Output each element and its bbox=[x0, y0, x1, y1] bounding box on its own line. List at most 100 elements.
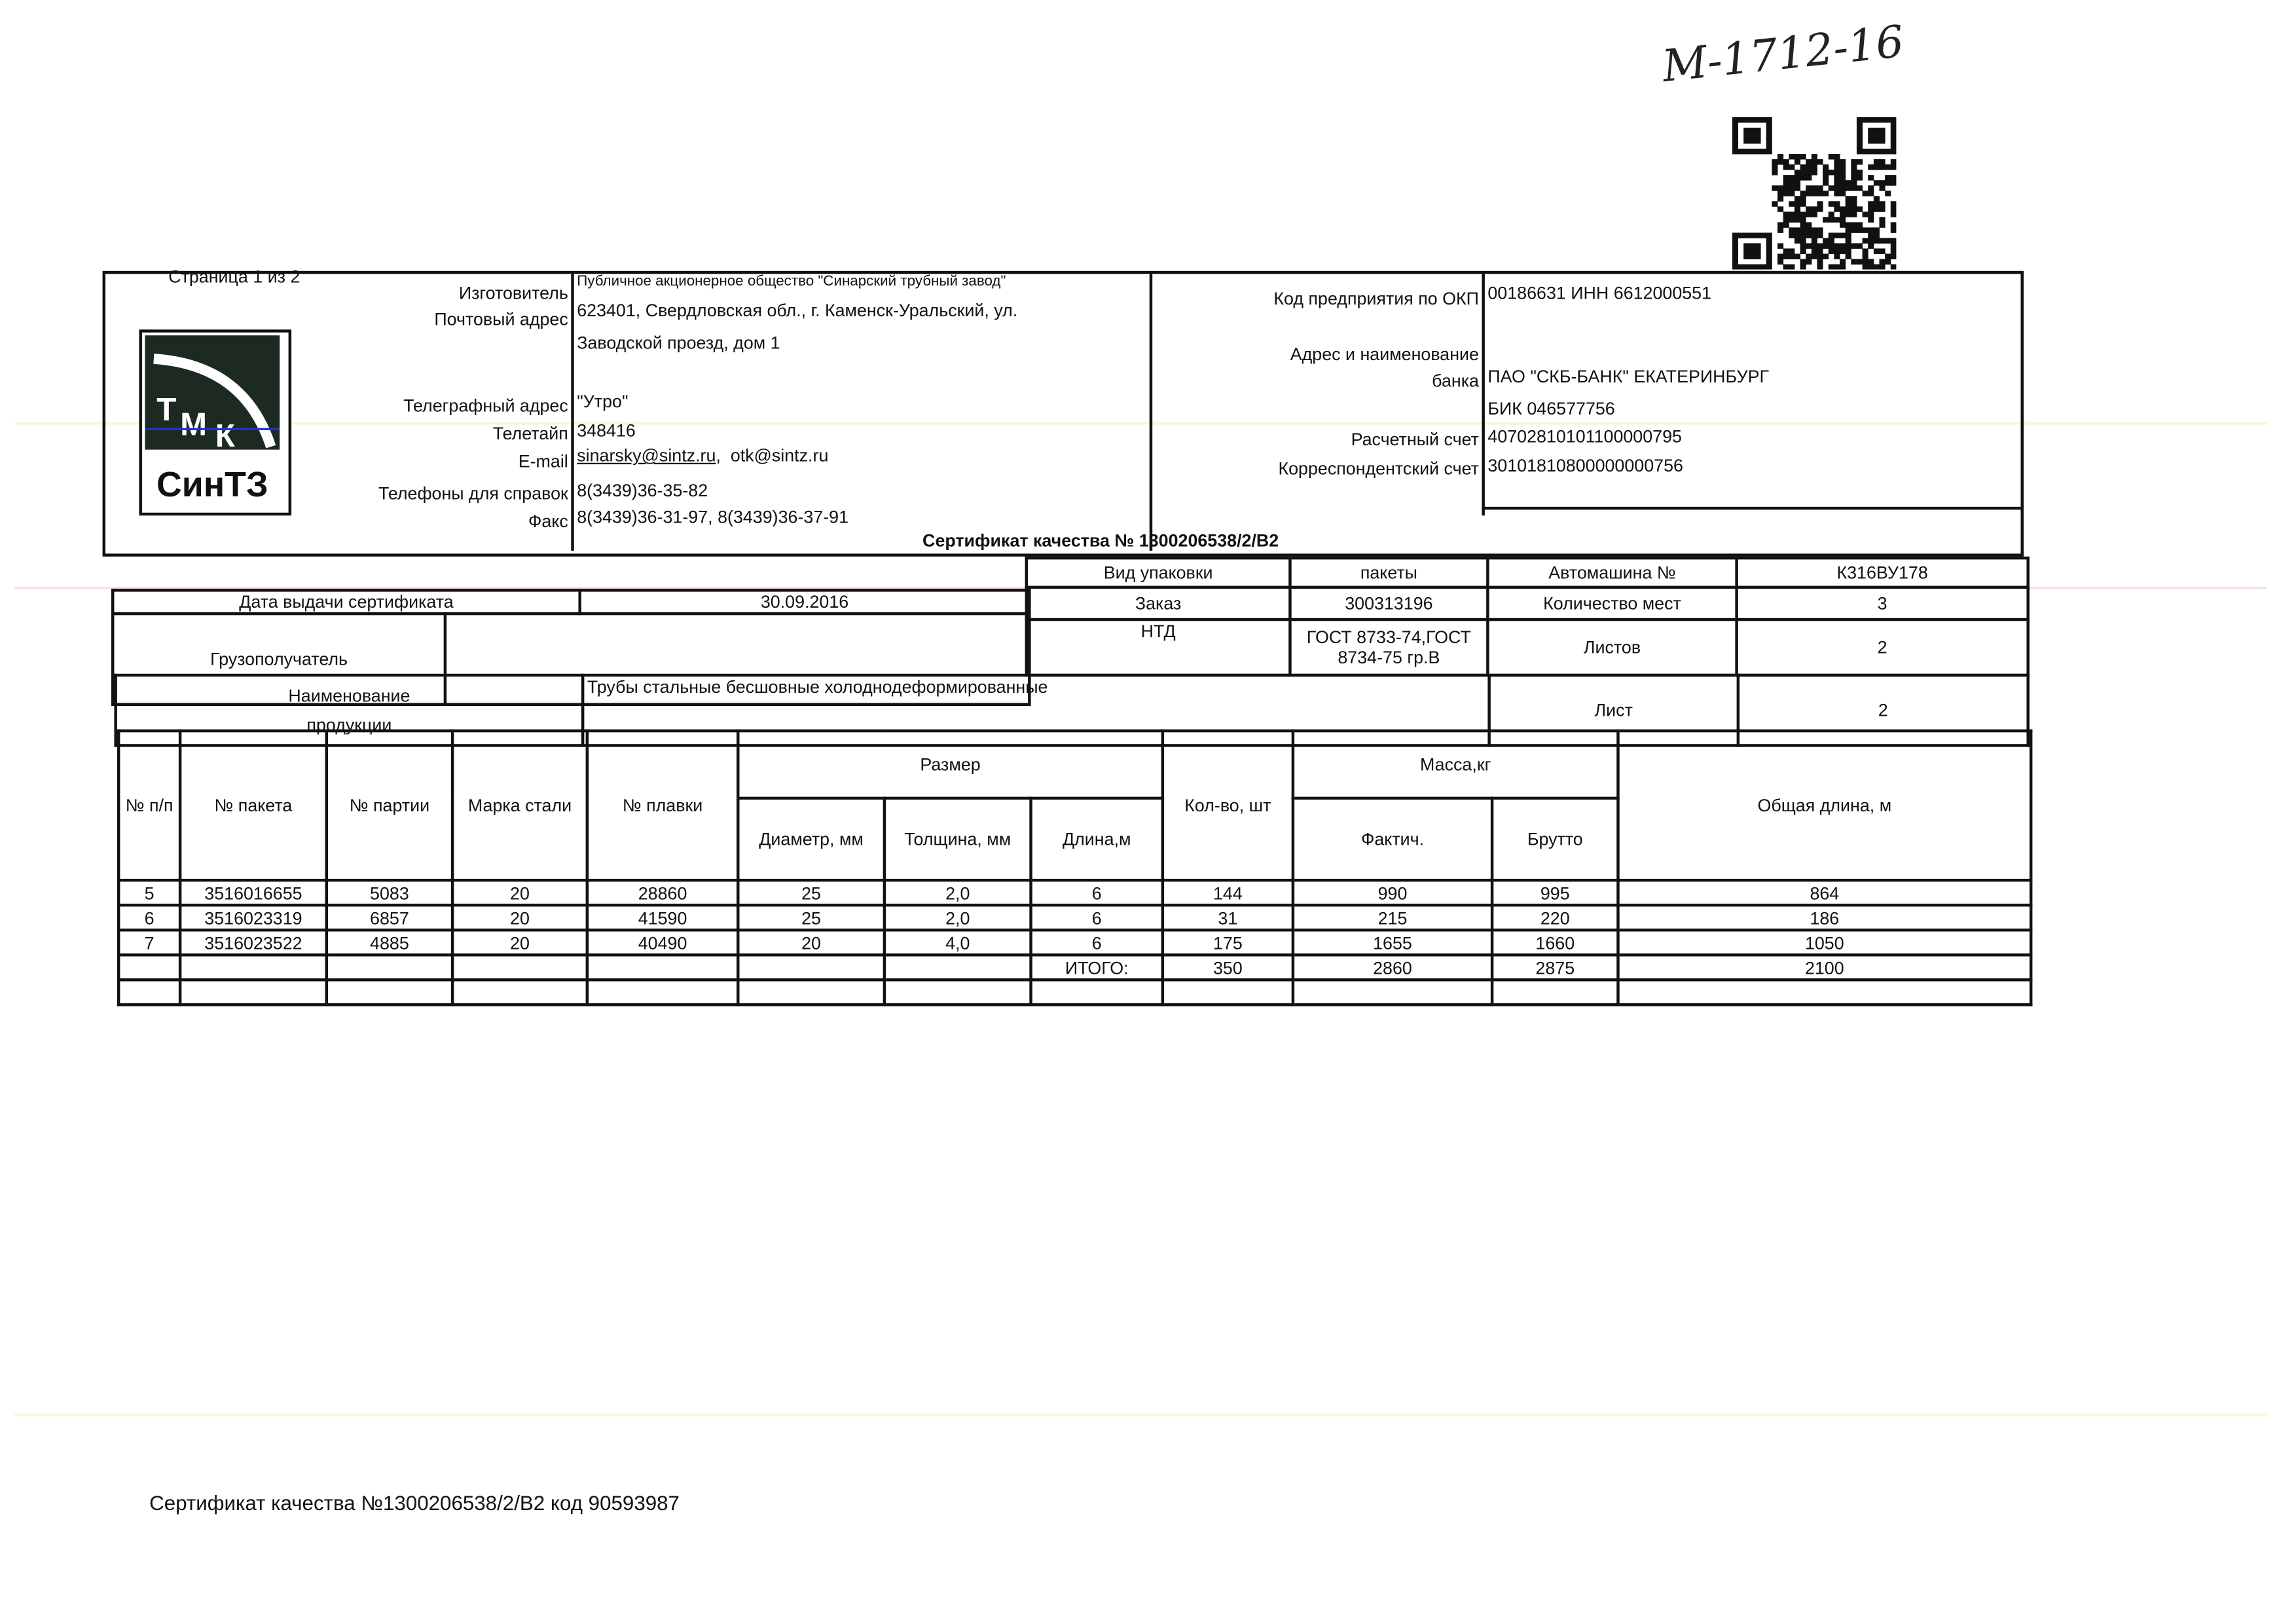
qr-module bbox=[1749, 253, 1755, 259]
cell-gross: 995 bbox=[1490, 878, 1620, 907]
cell-package: 3516016655 bbox=[178, 878, 328, 907]
qr-module bbox=[1738, 264, 1744, 270]
qr-module bbox=[1868, 149, 1874, 155]
qr-module bbox=[1868, 206, 1874, 212]
qr-module bbox=[1862, 212, 1868, 217]
qr-module bbox=[1811, 206, 1817, 212]
header-num: № п/п bbox=[117, 729, 182, 882]
cell-empty bbox=[450, 978, 589, 1006]
qr-module bbox=[1789, 227, 1795, 233]
qr-module bbox=[1766, 117, 1772, 123]
sheets-value: 2 bbox=[1735, 618, 2030, 677]
qr-module bbox=[1890, 143, 1897, 149]
qr-module bbox=[1868, 264, 1874, 270]
qr-module bbox=[1806, 212, 1812, 217]
cell-empty bbox=[585, 953, 740, 982]
qr-module bbox=[1777, 253, 1784, 259]
qr-module bbox=[1800, 175, 1806, 181]
qr-module bbox=[1806, 259, 1812, 265]
cell-thickness: 4,0 bbox=[883, 929, 1032, 957]
scan-artifact-line bbox=[14, 1413, 2267, 1416]
qr-module bbox=[1840, 212, 1846, 217]
qr-module bbox=[1862, 149, 1868, 155]
qr-module bbox=[1783, 264, 1789, 270]
qr-module bbox=[1868, 175, 1874, 181]
qr-module bbox=[1868, 191, 1874, 196]
cell-empty bbox=[1616, 978, 2033, 1006]
qr-module bbox=[1840, 217, 1846, 223]
qr-module bbox=[1794, 217, 1801, 223]
cell-steel: 20 bbox=[450, 929, 589, 957]
header-thickness: Толщина, мм bbox=[883, 796, 1032, 882]
qr-module bbox=[1789, 175, 1795, 181]
order-value: 300313196 bbox=[1288, 585, 1489, 621]
fax-value: 8(3439)36-31-97, 8(3439)36-37-91 bbox=[577, 506, 849, 528]
qr-module bbox=[1890, 159, 1897, 165]
qr-module bbox=[1873, 127, 1880, 134]
qr-module bbox=[1851, 222, 1857, 228]
qr-module bbox=[1873, 248, 1880, 254]
qr-module bbox=[1806, 222, 1812, 228]
qr-module bbox=[1851, 164, 1857, 170]
qr-module bbox=[1777, 243, 1784, 249]
cell-empty bbox=[178, 953, 328, 982]
qr-module bbox=[1856, 227, 1863, 233]
correspondent-account-value: 30101810800000000756 bbox=[1487, 455, 1683, 476]
qr-module bbox=[1806, 227, 1812, 233]
qr-module bbox=[1755, 264, 1761, 270]
qr-module bbox=[1834, 175, 1840, 181]
cell-empty bbox=[1161, 978, 1295, 1006]
qr-module bbox=[1856, 206, 1863, 212]
qr-module bbox=[1828, 154, 1834, 160]
qr-module bbox=[1845, 227, 1851, 233]
qr-module bbox=[1845, 232, 1851, 238]
qr-module bbox=[1868, 232, 1874, 238]
qr-module bbox=[1800, 264, 1806, 270]
qr-module bbox=[1811, 212, 1817, 217]
bik-value: БИК 046577756 bbox=[1487, 398, 1615, 419]
divider bbox=[1482, 506, 2021, 510]
qr-module bbox=[1738, 117, 1744, 123]
cell-batch: 6857 bbox=[325, 903, 454, 932]
sheets-label: Листов bbox=[1486, 618, 1738, 677]
cell-total-length: 864 bbox=[1616, 878, 2033, 907]
footer-certificate-code: Сертификат качества №1300206538/2/В2 код… bbox=[149, 1490, 680, 1515]
cell-diameter: 25 bbox=[737, 903, 886, 932]
qr-module bbox=[1879, 132, 1886, 139]
qr-module bbox=[1823, 170, 1829, 175]
qr-module bbox=[1766, 243, 1772, 249]
teletype-value: 348416 bbox=[577, 420, 636, 441]
qr-module bbox=[1743, 232, 1750, 238]
cell-empty bbox=[737, 953, 886, 982]
qr-module bbox=[1743, 117, 1750, 123]
qr-module bbox=[1772, 164, 1778, 170]
email-link-otk[interactable]: otk@sintz.ru bbox=[730, 445, 829, 466]
qr-module bbox=[1879, 201, 1886, 207]
qr-module bbox=[1834, 206, 1840, 212]
cell-empty bbox=[325, 953, 454, 982]
qr-module bbox=[1873, 206, 1880, 212]
qr-module bbox=[1817, 185, 1823, 191]
qr-module bbox=[1873, 180, 1880, 186]
qr-module bbox=[1749, 243, 1755, 249]
qr-module bbox=[1851, 170, 1857, 175]
qr-module bbox=[1738, 232, 1744, 238]
qr-module bbox=[1856, 127, 1863, 134]
qr-module bbox=[1806, 232, 1812, 238]
qr-module bbox=[1817, 264, 1823, 270]
qr-module bbox=[1890, 132, 1897, 139]
product-label-line1: Наименование bbox=[288, 685, 410, 707]
qr-module bbox=[1789, 154, 1795, 160]
qr-module bbox=[1811, 159, 1817, 165]
header-box bbox=[102, 270, 2024, 557]
fax-label: Факс bbox=[528, 511, 568, 532]
cell-empty bbox=[737, 978, 886, 1006]
email-link[interactable]: sinarsky@sintz.ru bbox=[577, 445, 716, 466]
qr-module bbox=[1862, 253, 1868, 259]
qr-module bbox=[1834, 248, 1840, 254]
qr-module bbox=[1811, 248, 1817, 254]
cell-steel: 20 bbox=[450, 903, 589, 932]
telegraph-label: Телеграфный адрес bbox=[403, 395, 568, 416]
divider bbox=[571, 274, 574, 551]
qr-module bbox=[1800, 243, 1806, 249]
